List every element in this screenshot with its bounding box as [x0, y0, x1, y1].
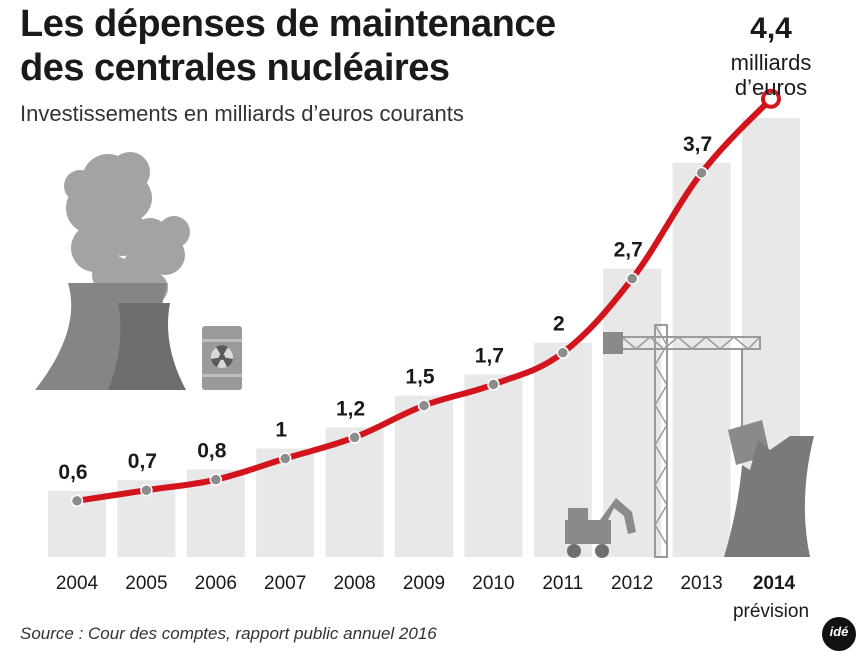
bar-2010	[464, 374, 523, 557]
point-2007	[278, 452, 292, 465]
data-points	[70, 88, 781, 508]
bar-2009	[395, 395, 453, 557]
title-line2: des centrales nucléaires	[20, 47, 450, 89]
value-label-2007: 1	[275, 419, 287, 442]
value-label-2014: 4,4	[750, 12, 792, 45]
value-label-2011: 2	[553, 313, 565, 336]
point-2009	[417, 399, 431, 412]
agency-logo: idé	[822, 617, 856, 651]
x-label-2011: 2011	[542, 573, 583, 594]
highlight-unit-line1: milliards	[731, 50, 812, 75]
bar-2008	[325, 427, 384, 557]
value-label-2005: 0,7	[128, 450, 157, 473]
x-label-2014: 2014	[753, 573, 796, 594]
point-2004	[70, 494, 84, 508]
value-label-2013: 3,7	[683, 133, 712, 156]
source-note: Source : Cour des comptes, rapport publi…	[20, 624, 437, 643]
point-2011	[556, 346, 570, 359]
x-label-2005: 2005	[125, 573, 167, 594]
chart-title: Les dépenses de maintenance des centrale…	[20, 2, 556, 90]
point-2005	[140, 483, 153, 497]
title-line1: Les dépenses de maintenance	[20, 3, 556, 45]
cooling-towers-icon	[35, 152, 242, 390]
highlight-unit-line2: d’euros	[735, 75, 807, 100]
point-2006	[209, 473, 223, 486]
value-label-2008: 1,2	[336, 397, 365, 420]
x-label-2012: 2012	[611, 573, 653, 594]
x-tick-labels: 2004 2005 2006 2007 2008 2009 2010 2011 2012 2013…	[56, 573, 796, 594]
point-2012	[625, 272, 639, 285]
damaged-tower-icon	[724, 436, 814, 557]
value-label-2009: 1,5	[405, 366, 435, 389]
x-label-2007: 2007	[264, 573, 306, 594]
value-labels: 0,6 0,7 0,8 1 1,2 1,5 1,7 2 2,7 3,7 4,4	[58, 12, 792, 484]
x-label-2008: 2008	[333, 573, 375, 594]
point-2014	[761, 88, 781, 109]
point-2008	[348, 431, 361, 444]
value-label-2004: 0,6	[58, 461, 87, 484]
x-label-2013: 2013	[680, 573, 722, 594]
value-label-2010: 1,7	[475, 344, 504, 367]
point-2010	[487, 378, 500, 391]
x-label-2006: 2006	[195, 573, 237, 594]
point-2013	[695, 166, 708, 180]
chart-subtitle: Investissements en milliards d’euros cou…	[20, 101, 464, 126]
highlight-note: prévision	[733, 601, 809, 622]
x-label-2010: 2010	[472, 573, 514, 594]
value-label-2012: 2,7	[614, 239, 643, 262]
value-label-2006: 0,8	[197, 440, 227, 463]
series-line	[74, 95, 774, 504]
excavator-icon	[565, 498, 636, 558]
bar-2013	[672, 162, 731, 557]
x-label-2009: 2009	[403, 573, 445, 594]
x-label-2004: 2004	[56, 573, 99, 594]
